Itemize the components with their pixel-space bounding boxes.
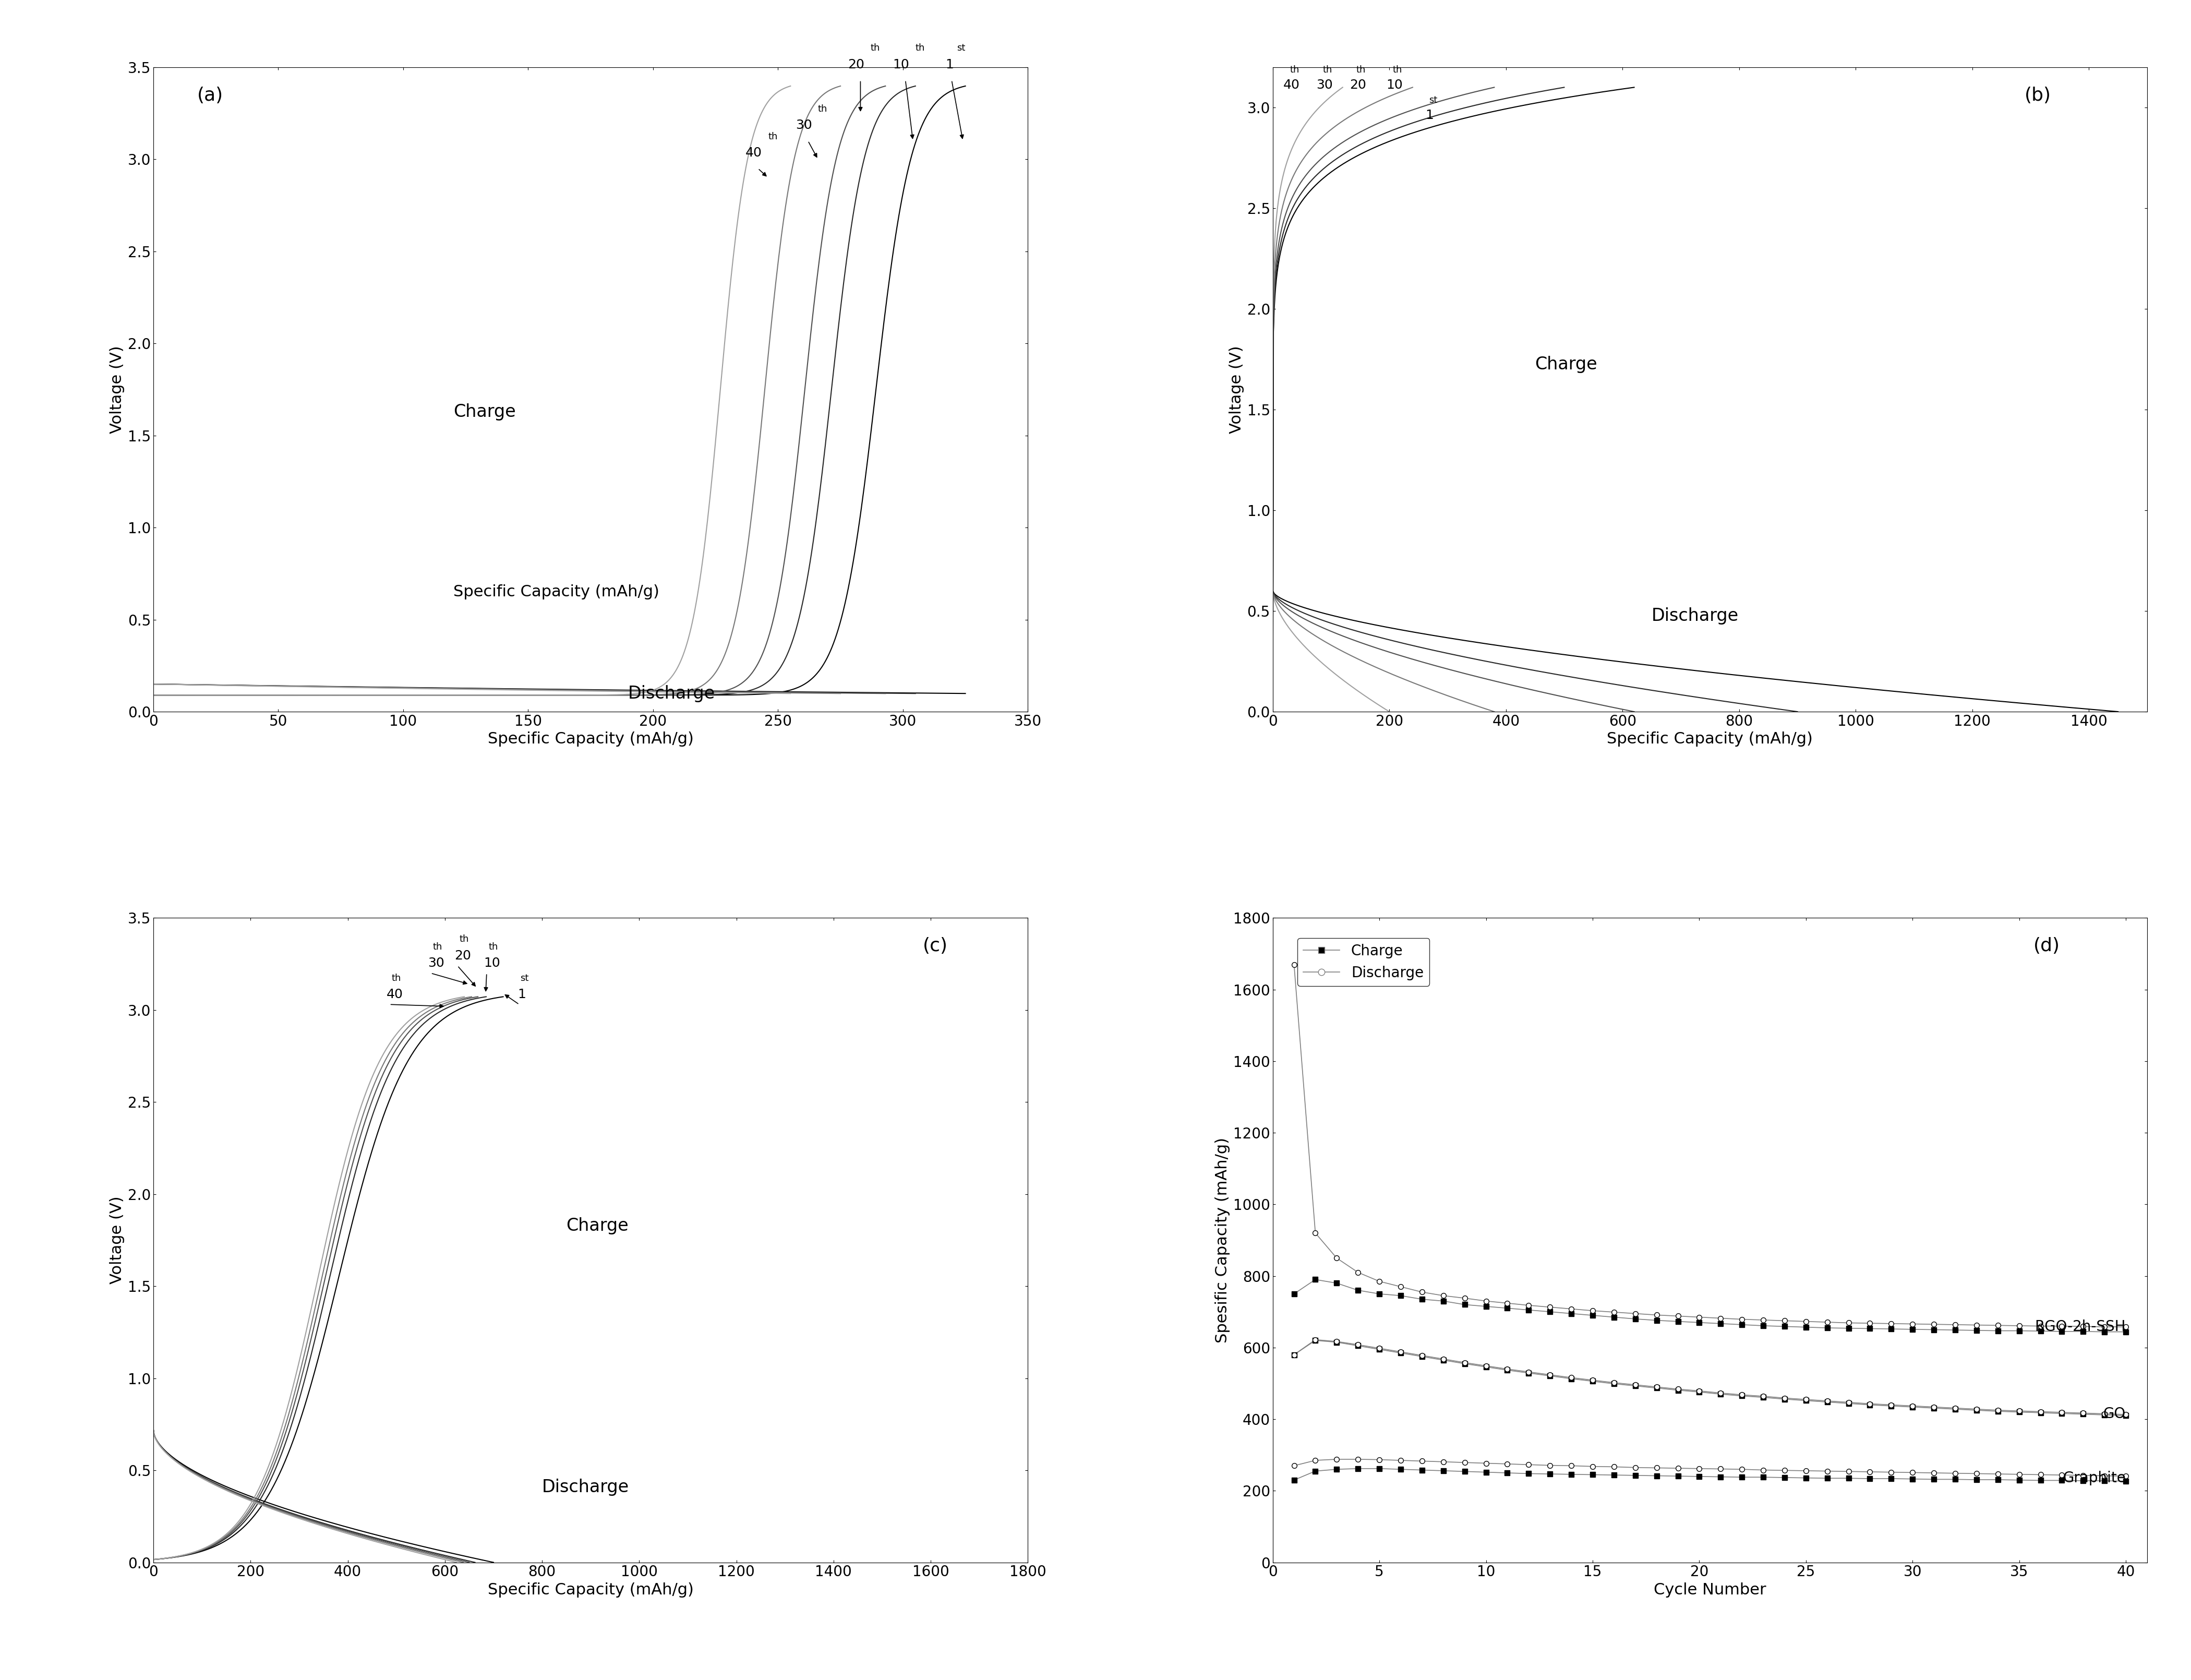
Text: th: th bbox=[1290, 66, 1299, 74]
Text: Charge: Charge bbox=[1536, 356, 1597, 373]
Text: 30: 30 bbox=[795, 119, 813, 131]
Text: st: st bbox=[1429, 96, 1437, 104]
Text: th: th bbox=[769, 131, 778, 141]
Text: (a): (a) bbox=[197, 87, 223, 104]
Text: th: th bbox=[489, 942, 497, 951]
X-axis label: Cycle Number: Cycle Number bbox=[1654, 1583, 1766, 1598]
Text: 40: 40 bbox=[386, 988, 403, 1001]
Text: th: th bbox=[460, 934, 469, 944]
Text: (c): (c) bbox=[922, 937, 949, 954]
X-axis label: Specific Capacity (mAh/g): Specific Capacity (mAh/g) bbox=[1606, 732, 1812, 748]
Text: 30: 30 bbox=[1317, 79, 1332, 91]
Text: th: th bbox=[432, 942, 443, 951]
Text: th: th bbox=[916, 44, 925, 52]
Text: th: th bbox=[817, 104, 828, 114]
Text: Specific Capacity (mAh/g): Specific Capacity (mAh/g) bbox=[454, 585, 659, 600]
Text: (d): (d) bbox=[2033, 937, 2060, 954]
Text: 1: 1 bbox=[1426, 109, 1433, 121]
Text: RGO-2h-SSH: RGO-2h-SSH bbox=[2035, 1319, 2125, 1334]
Text: Graphite: Graphite bbox=[2064, 1472, 2125, 1485]
Text: 30: 30 bbox=[427, 958, 445, 969]
Text: 10: 10 bbox=[1387, 79, 1402, 91]
Y-axis label: Spesific Capacity (mAh/g): Spesific Capacity (mAh/g) bbox=[1216, 1137, 1231, 1342]
Text: Charge: Charge bbox=[454, 403, 515, 420]
Text: 40: 40 bbox=[745, 146, 762, 160]
Text: 10: 10 bbox=[894, 59, 909, 71]
Text: 40: 40 bbox=[1284, 79, 1299, 91]
Y-axis label: Voltage (V): Voltage (V) bbox=[110, 1196, 125, 1284]
Y-axis label: Voltage (V): Voltage (V) bbox=[1229, 346, 1244, 433]
Text: st: st bbox=[957, 44, 966, 52]
X-axis label: Specific Capacity (mAh/g): Specific Capacity (mAh/g) bbox=[489, 1583, 695, 1598]
Text: 20: 20 bbox=[1350, 79, 1367, 91]
X-axis label: Specific Capacity (mAh/g): Specific Capacity (mAh/g) bbox=[489, 732, 695, 748]
Y-axis label: Voltage (V): Voltage (V) bbox=[110, 346, 125, 433]
Text: th: th bbox=[1323, 66, 1332, 74]
Text: 1: 1 bbox=[517, 988, 526, 1001]
Text: th: th bbox=[1356, 66, 1365, 74]
Text: st: st bbox=[519, 973, 528, 983]
Text: Discharge: Discharge bbox=[629, 685, 714, 702]
Text: GO: GO bbox=[2103, 1406, 2125, 1421]
Text: 20: 20 bbox=[454, 949, 471, 963]
Legend: Charge, Discharge: Charge, Discharge bbox=[1297, 937, 1429, 986]
Text: (b): (b) bbox=[2024, 87, 2051, 104]
Text: 20: 20 bbox=[848, 59, 865, 71]
Text: 1: 1 bbox=[944, 59, 953, 71]
Text: Discharge: Discharge bbox=[1652, 608, 1740, 625]
Text: Discharge: Discharge bbox=[541, 1478, 629, 1497]
Text: Charge: Charge bbox=[565, 1218, 629, 1235]
Text: th: th bbox=[870, 44, 881, 52]
Text: 10: 10 bbox=[484, 958, 500, 969]
Text: th: th bbox=[392, 973, 401, 983]
Text: th: th bbox=[1393, 66, 1402, 74]
